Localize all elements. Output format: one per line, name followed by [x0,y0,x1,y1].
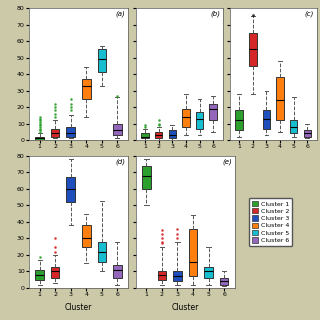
Text: (c): (c) [305,11,314,17]
PathPatch shape [51,129,60,137]
PathPatch shape [51,267,60,278]
PathPatch shape [98,242,106,261]
PathPatch shape [155,132,163,139]
X-axis label: Cluster: Cluster [172,303,199,312]
PathPatch shape [189,228,197,276]
PathPatch shape [204,267,213,278]
PathPatch shape [173,271,182,281]
PathPatch shape [249,33,257,66]
Text: (d): (d) [115,159,125,165]
PathPatch shape [36,270,44,280]
PathPatch shape [36,137,44,140]
PathPatch shape [209,104,217,120]
PathPatch shape [236,110,243,130]
PathPatch shape [263,110,270,129]
PathPatch shape [82,225,91,247]
Text: (b): (b) [210,11,220,17]
PathPatch shape [67,127,75,137]
PathPatch shape [98,49,106,72]
PathPatch shape [113,265,122,278]
PathPatch shape [141,133,149,139]
PathPatch shape [290,120,297,133]
Text: (e): (e) [222,159,232,165]
PathPatch shape [113,124,122,135]
PathPatch shape [169,130,176,139]
PathPatch shape [82,79,91,99]
PathPatch shape [196,112,203,129]
X-axis label: Cluster: Cluster [65,303,92,312]
PathPatch shape [304,130,311,137]
PathPatch shape [220,278,228,285]
PathPatch shape [276,77,284,120]
Text: (a): (a) [116,11,125,17]
PathPatch shape [67,177,75,202]
PathPatch shape [142,166,151,189]
PathPatch shape [182,109,190,127]
PathPatch shape [158,271,166,280]
Legend: Cluster 1, Cluster 2, Cluster 3, Cluster 4, Cluster 5, Cluster 6: Cluster 1, Cluster 2, Cluster 3, Cluster… [249,198,292,246]
